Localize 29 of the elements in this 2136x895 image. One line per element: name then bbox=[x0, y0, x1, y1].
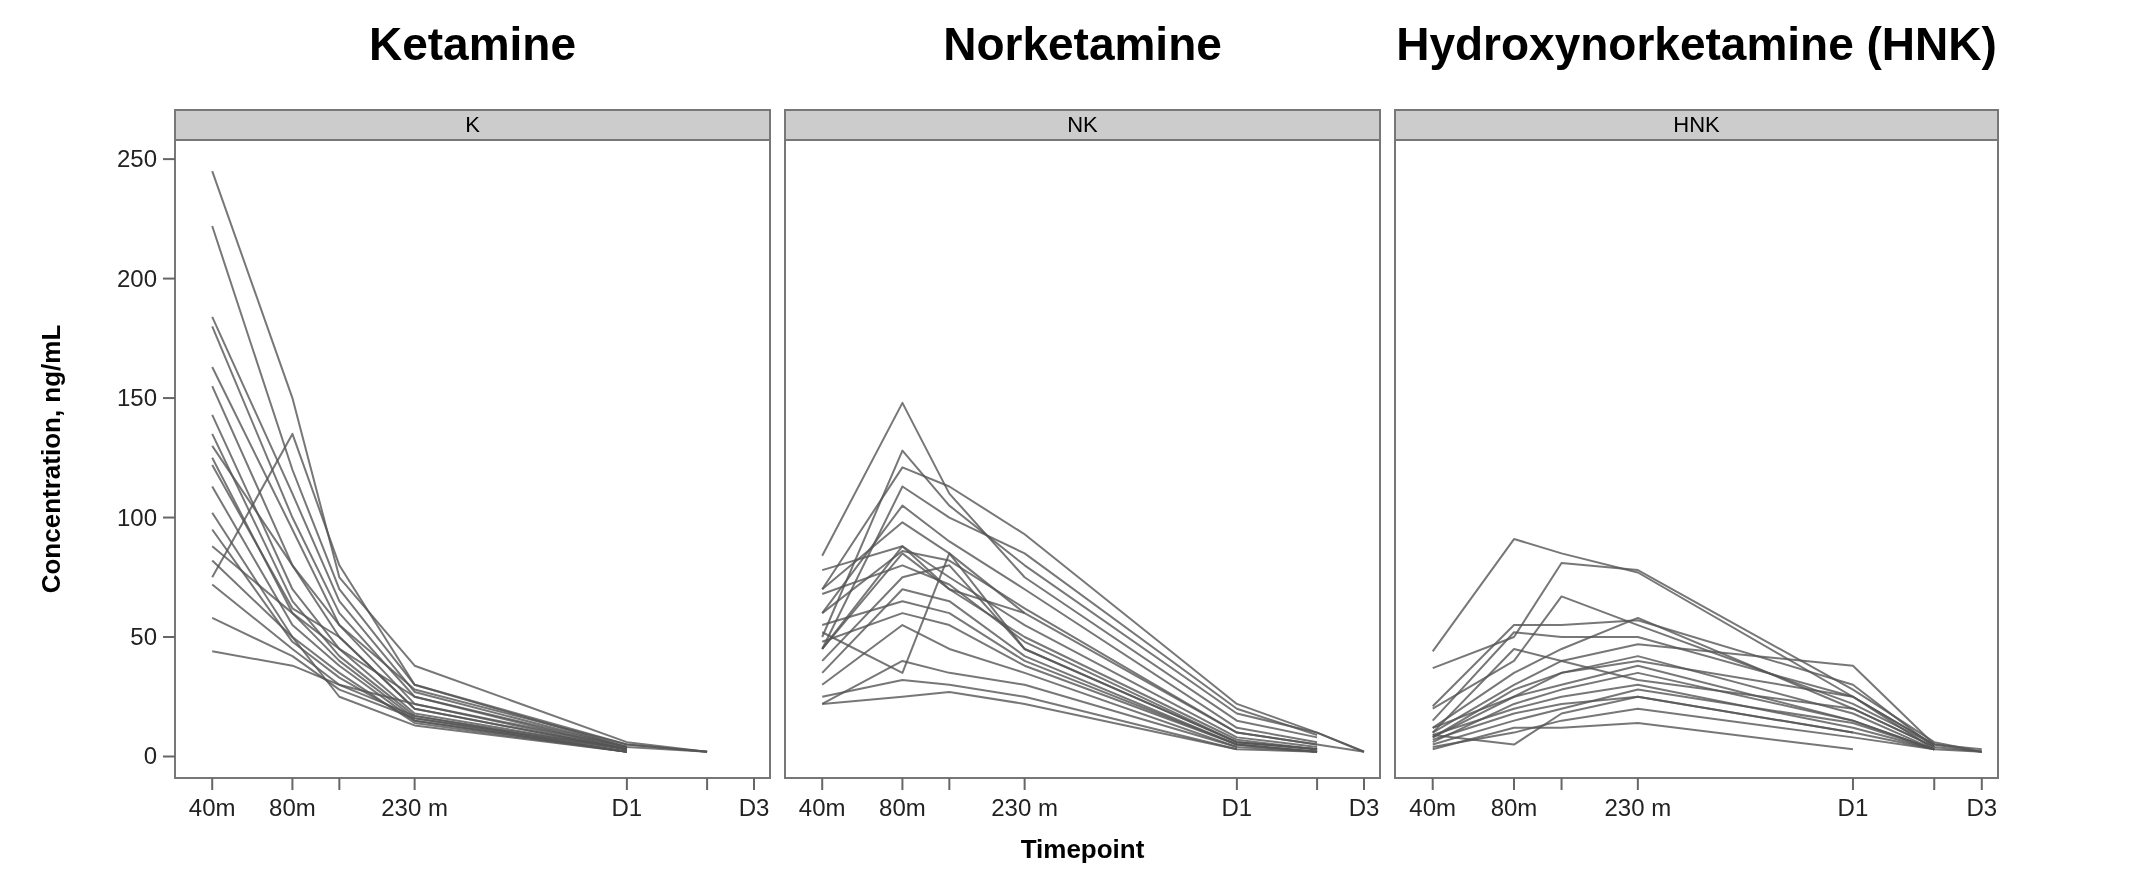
chart-title: Ketamine bbox=[368, 18, 577, 70]
y-tick-label: 150 bbox=[116, 384, 157, 412]
x-tick-label: 230 m bbox=[381, 794, 448, 821]
x-tick-label: D3 bbox=[1348, 794, 1380, 821]
y-tick-label: 50 bbox=[130, 623, 157, 651]
x-tick-label: D3 bbox=[738, 794, 770, 821]
y-tick-label: 0 bbox=[143, 742, 157, 770]
x-tick-label: 40m bbox=[1409, 794, 1457, 821]
x-tick-label: D1 bbox=[611, 794, 643, 821]
x-tick-label: 230 m bbox=[991, 794, 1058, 821]
y-axis-title: Concentration, ng/mL bbox=[36, 324, 66, 594]
y-tick-label: 250 bbox=[116, 145, 157, 173]
x-tick-label: 80m bbox=[269, 794, 316, 821]
x-tick-label: 40m bbox=[798, 794, 846, 821]
y-tick-label: 100 bbox=[116, 503, 157, 531]
chart-subtitle: NK bbox=[1067, 112, 1099, 137]
x-tick-label: D1 bbox=[1837, 794, 1869, 821]
x-tick-label: 80m bbox=[879, 794, 926, 821]
chart-title: Hydroxynorketamine (HNK) bbox=[1396, 18, 1997, 70]
x-tick-label: D1 bbox=[1221, 794, 1253, 821]
chart-subtitle: K bbox=[465, 112, 481, 137]
chart-subtitle: HNK bbox=[1673, 112, 1721, 137]
chart-title: Norketamine bbox=[943, 18, 1222, 70]
x-tick-label: 230 m bbox=[1604, 794, 1672, 821]
x-tick-label: 40m bbox=[188, 794, 236, 821]
x-tick-label: 80m bbox=[1490, 794, 1538, 821]
y-tick-label: 200 bbox=[116, 264, 157, 292]
x-axis-title: Timepoint bbox=[1020, 834, 1145, 864]
x-tick-label: D3 bbox=[1966, 794, 1998, 821]
